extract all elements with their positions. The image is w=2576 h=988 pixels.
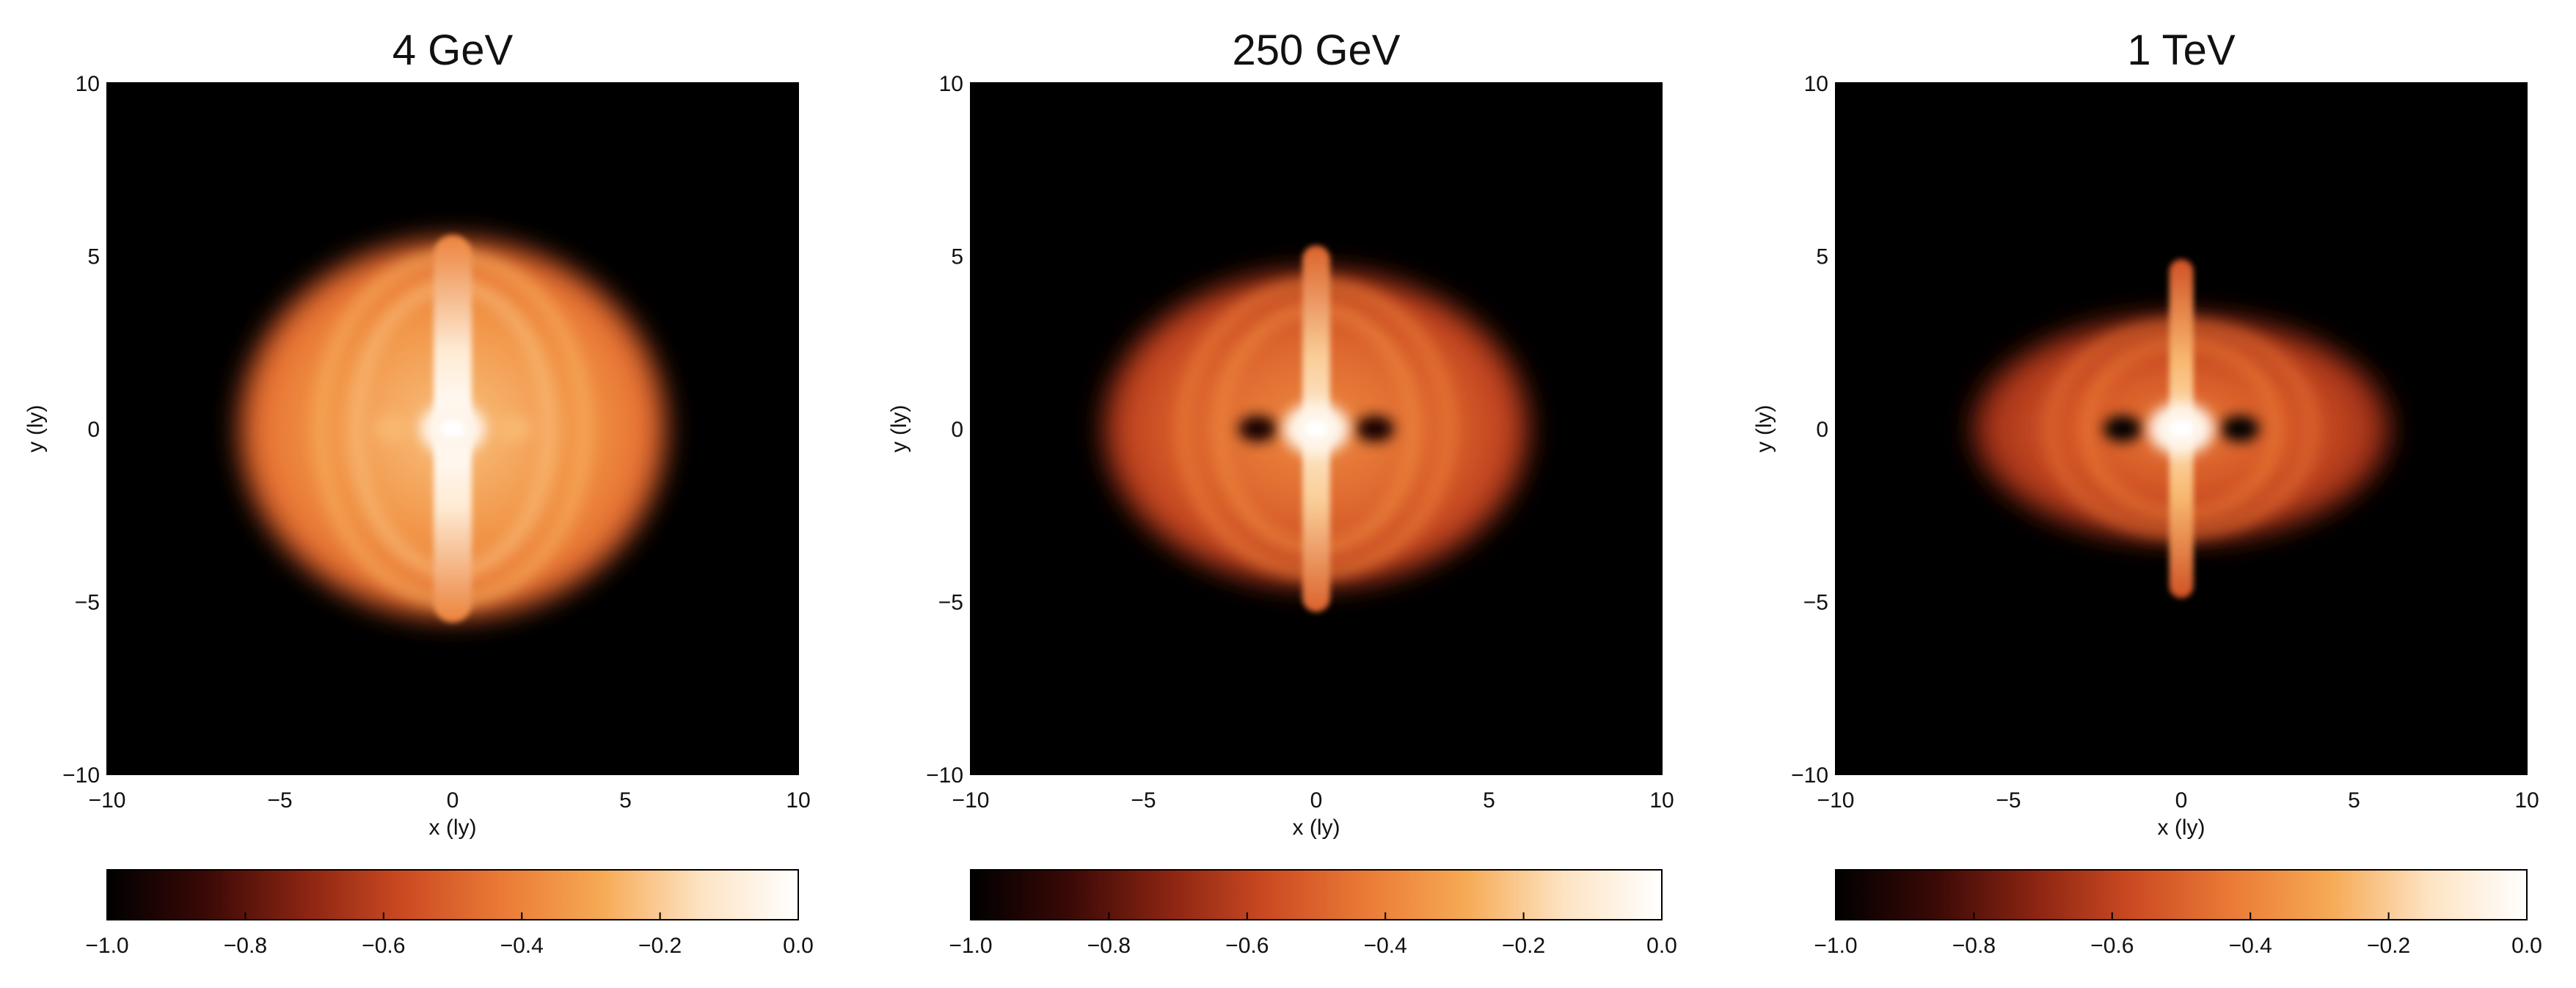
- x-axis-label: x (ly): [2158, 816, 2205, 840]
- colorbar: [106, 869, 799, 920]
- colorbar: [970, 869, 1663, 920]
- y-tick-label: 10: [939, 72, 963, 96]
- colorbar-tick-label: −0.2: [1502, 934, 1545, 958]
- emission-map: [238, 235, 668, 622]
- colorbar-tick-label: −1.0: [85, 934, 128, 958]
- y-tick-label: −10: [62, 763, 100, 788]
- y-tick-label: −10: [926, 763, 963, 788]
- colorbar-tick-label: −0.6: [1225, 934, 1269, 958]
- colorbar-tick-label: −0.8: [1087, 934, 1131, 958]
- colorbar-tick-label: −1.0: [949, 934, 992, 958]
- colorbar-tick-label: −0.8: [224, 934, 267, 958]
- x-tick-label: 0: [447, 788, 459, 813]
- x-tick-label: −10: [952, 788, 990, 813]
- x-tick-label: 5: [619, 788, 632, 813]
- y-axis-label: y (ly): [1752, 405, 1776, 453]
- x-tick-label: −10: [1817, 788, 1855, 813]
- x-tick-label: 0: [1310, 788, 1323, 813]
- y-tick-label: 0: [1816, 418, 1828, 442]
- panel-1: 4 GeV −10 −5 0 5 10 −10 −5 0 5 10 x (ly) y (ly) −1.0 −…: [23, 26, 814, 958]
- emission-map: [1101, 245, 1531, 612]
- panel-title: 1 TeV: [2127, 26, 2236, 74]
- colorbar-tick-label: −0.6: [2090, 934, 2134, 958]
- x-tick-label: 10: [786, 788, 810, 813]
- colorbar-tick-label: 0.0: [783, 934, 814, 958]
- x-tick-label: 5: [1483, 788, 1495, 813]
- x-tick-label: 10: [1649, 788, 1674, 813]
- y-tick-label: 5: [1816, 245, 1828, 269]
- colorbar-tick-label: −0.4: [1364, 934, 1407, 958]
- y-tick-label: −10: [1791, 763, 1828, 788]
- colorbar-tick-label: −0.4: [2229, 934, 2272, 958]
- emission-core-peak: [440, 420, 465, 437]
- x-tick-label: 10: [2514, 788, 2539, 813]
- colorbar-tick-label: −0.2: [2367, 934, 2410, 958]
- y-axis-label: y (ly): [887, 405, 911, 453]
- emission-hole: [492, 415, 530, 442]
- panel-2: 250 GeV −10 −5 0 5 10 −10 −5 0 5 10 x (ly) y (ly) −1.…: [887, 26, 1677, 958]
- emission-core-peak: [1304, 420, 1329, 437]
- y-tick-label: 10: [76, 72, 100, 96]
- x-tick-label: −5: [1131, 788, 1156, 813]
- x-tick-label: −10: [89, 788, 126, 813]
- emission-hole: [1238, 415, 1277, 442]
- y-tick-label: 0: [87, 418, 100, 442]
- y-tick-label: 10: [1804, 72, 1828, 96]
- colorbar-tick-label: −0.4: [500, 934, 544, 958]
- y-tick-label: −5: [1803, 591, 1828, 615]
- emission-map: [1970, 259, 2393, 598]
- emission-hole: [375, 415, 413, 442]
- colorbar: [1835, 869, 2528, 920]
- panel-title: 250 GeV: [1233, 26, 1401, 74]
- y-tick-label: 0: [951, 418, 963, 442]
- y-tick-label: −5: [75, 591, 100, 615]
- emission-hole: [2221, 415, 2259, 442]
- colorbar-tick-label: 0.0: [1646, 934, 1677, 958]
- x-tick-label: −5: [1996, 788, 2021, 813]
- colorbar-tick-label: 0.0: [2511, 934, 2542, 958]
- colorbar-tick-label: −1.0: [1814, 934, 1857, 958]
- y-tick-label: −5: [938, 591, 963, 615]
- emission-hole: [1356, 415, 1394, 442]
- colorbar-tick-label: −0.6: [362, 934, 405, 958]
- x-tick-label: 5: [2348, 788, 2360, 813]
- x-axis-label: x (ly): [1293, 816, 1340, 840]
- x-tick-label: 0: [2175, 788, 2188, 813]
- panel-title: 4 GeV: [393, 26, 514, 74]
- y-tick-label: 5: [87, 245, 100, 269]
- emission-hole: [2104, 415, 2142, 442]
- colorbar-tick-label: −0.8: [1952, 934, 1996, 958]
- x-tick-label: −5: [267, 788, 292, 813]
- y-tick-label: 5: [951, 245, 963, 269]
- y-axis-label: y (ly): [23, 405, 48, 453]
- panel-3: 1 TeV −10 −5 0 5 10 −10 −5 0 5 10 x (ly) y (ly) −1.0 −…: [1752, 26, 2542, 958]
- colorbar-tick-label: −0.2: [638, 934, 682, 958]
- x-axis-label: x (ly): [429, 816, 477, 840]
- emission-core-peak: [2169, 420, 2194, 437]
